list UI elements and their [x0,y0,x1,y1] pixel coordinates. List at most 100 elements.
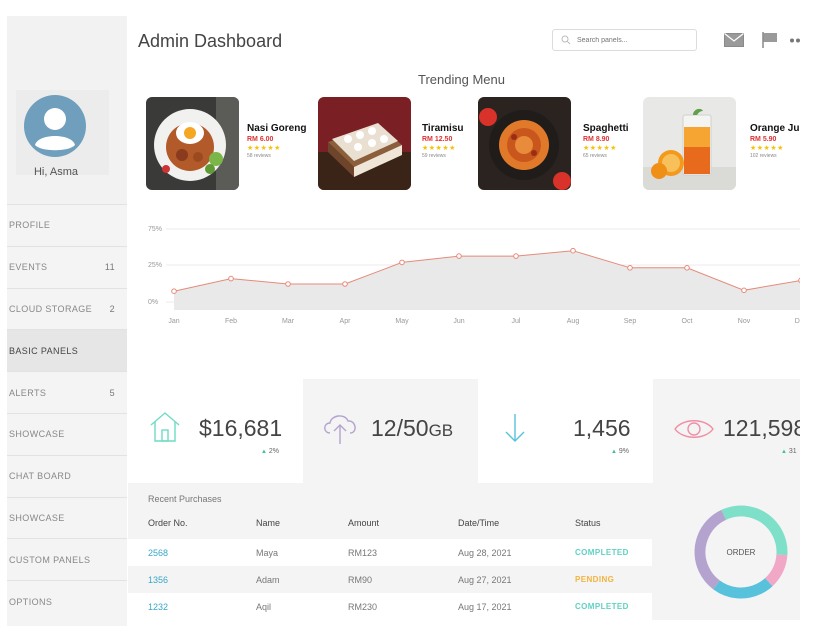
item-name: Spaghetti [583,123,629,134]
stat-card-total-income[interactable]: $16,681 ▲ 2% [128,379,303,483]
x-tick-label: May [395,318,409,325]
customer-name: Adam [256,575,280,585]
more-icon[interactable] [790,38,800,43]
stat-title: Total Income [228,355,285,367]
order-date: Aug 27, 2021 [458,575,512,585]
flag-icon[interactable] [762,32,778,48]
chart-point-sep[interactable] [627,265,633,271]
search-input[interactable] [577,36,687,44]
search-icon [561,35,571,45]
y-tick-label: 0% [148,299,158,306]
sidebar-item-label: SHOWCASE [9,512,65,523]
item-price: RM 8.90 [583,136,610,143]
trending-item-spaghetti[interactable]: Spaghetti RM 8.90 ★★★★★ 65 reviews [583,123,629,159]
donut-label: ORDER [727,548,756,557]
chart-point-jul[interactable] [513,253,519,259]
chart-point-feb[interactable] [228,275,234,282]
sidebar-item-label: CLOUD STORAGE [9,303,93,314]
chart-point-jun[interactable] [456,253,462,259]
order-amount: RM230 [348,602,378,612]
stat-change: ▲ 9% [611,448,630,455]
chart-point-jan[interactable] [171,288,177,294]
chart-point-may[interactable] [399,259,405,266]
donut-segment-3[interactable] [693,504,789,600]
sidebar-item-showcase-2[interactable]: SHOWCASE [7,496,127,539]
chart-point-dec[interactable] [798,277,800,284]
sidebar-item-alerts[interactable]: ALERTS 5 [7,371,127,413]
mail-icon[interactable] [724,33,744,47]
review-count: 58 reviews [247,153,271,159]
chart-point-mar[interactable] [285,281,291,287]
x-tick-label: Dec [795,318,800,325]
x-tick-label: Sep [624,318,637,325]
x-tick-label: Mar [282,318,295,325]
trending-item-tiramisu[interactable]: Tiramisu RM 12.50 ★★★★★ 59 reviews [422,123,464,159]
order-date: Aug 17, 2021 [458,602,512,612]
sidebar-item-basic-panels[interactable]: BASIC PANELS [7,329,127,372]
stat-header-used-space: Used Space [303,343,478,379]
spaghetti-image[interactable] [478,97,571,190]
nasi-goreng-image[interactable] [146,97,239,190]
sidebar-item-label: SHOWCASE [9,429,65,440]
chart-point-nov[interactable] [741,287,747,294]
trending-item-nasi-goreng[interactable]: Nasi Goreng RM 6.00 ★★★★★ 58 reviews [247,123,306,159]
stat-change-value: 2% [268,448,280,455]
chart-area-fill [174,250,800,310]
sidebar-item-options[interactable]: OPTIONS [7,580,127,622]
stat-header-visitors: Visi [653,343,800,379]
status-badge: COMPLETED [575,548,629,557]
stat-card-new-customers[interactable]: 1,456 ▲ 9% [478,379,653,483]
sidebar-item-label: CUSTOM PANELS [9,554,91,565]
table-row[interactable]: 2568 Maya RM123 Aug 28, 2021 COMPLETED [128,539,652,566]
star-rating: ★★★★★ [247,145,281,152]
item-price: RM 12.50 [422,136,453,143]
stat-title: New Customers [563,355,635,367]
sidebar-item-cloud-storage[interactable]: CLOUD STORAGE 2 [7,287,127,330]
sidebar-item-label: ALERTS [9,387,47,398]
stat-value: $16,681 [199,415,283,441]
stat-title: Used Space [405,355,460,367]
column-header-status: Status [575,518,601,528]
column-header-amount: Amount [348,518,380,528]
review-count: 65 reviews [583,153,607,159]
stat-card-visitors[interactable]: 121,598 ▲ 31 [653,379,800,483]
chart-point-apr[interactable] [342,281,348,287]
stat-card-used-space[interactable]: 12/50GB [303,379,478,483]
search-box[interactable] [552,29,697,51]
sidebar-item-chat-board[interactable]: CHAT BOARD [7,454,127,497]
stat-change-value: 31 [788,448,797,455]
order-donut-chart[interactable]: ORDER [693,504,789,600]
greeting: Hi, Asma [33,166,78,178]
order-number-link[interactable]: 2568 [148,548,169,558]
stat-value: 1,456 [573,415,631,441]
status-badge: PENDING [575,575,615,584]
sidebar-item-label: PROFILE [9,220,51,231]
column-header-date: Date/Time [458,518,500,528]
star-rating: ★★★★★ [583,145,617,152]
table-row[interactable]: 1232 Aqil RM230 Aug 17, 2021 COMPLETED [128,593,652,620]
donut-segment-1[interactable] [693,504,789,600]
tiramisu-image[interactable] [318,97,411,190]
chart-point-oct[interactable] [684,265,690,271]
stat-value-unit: GB [428,421,454,440]
trending-item-orange-juice[interactable]: Orange Ju RM 5.90 ★★★★★ 102 reviews [750,123,799,159]
sidebar-item-events[interactable]: EVENTS 11 [7,245,127,288]
order-number-link[interactable]: 1232 [148,602,169,612]
sidebar-item-profile[interactable]: PROFILE [7,204,127,246]
avatar[interactable] [24,95,86,157]
order-number-link[interactable]: 1356 [148,575,169,585]
y-tick-label: 25% [148,262,162,269]
item-name: Tiramisu [422,123,464,134]
sidebar-item-showcase[interactable]: SHOWCASE [7,412,127,455]
sidebar-item-label: CHAT BOARD [9,471,72,482]
stat-value: 12/50GB [371,415,453,442]
order-date: Aug 28, 2021 [458,548,512,558]
sidebar-item-count: 5 [109,387,115,398]
monthly-chart: 0% 25% 75% Jan Feb Mar Apr May Jun Jul Aug Sep Oct N… [148,226,800,325]
table-row[interactable]: 1356 Adam RM90 Aug 27, 2021 PENDING [128,566,652,593]
sidebar-item-custom-panels[interactable]: CUSTOM PANELS [7,538,127,580]
stat-change: ▲ 31 [781,448,797,455]
x-tick-label: Oct [682,318,693,325]
orange-juice-image[interactable] [643,97,736,190]
chart-point-aug[interactable] [570,247,576,254]
